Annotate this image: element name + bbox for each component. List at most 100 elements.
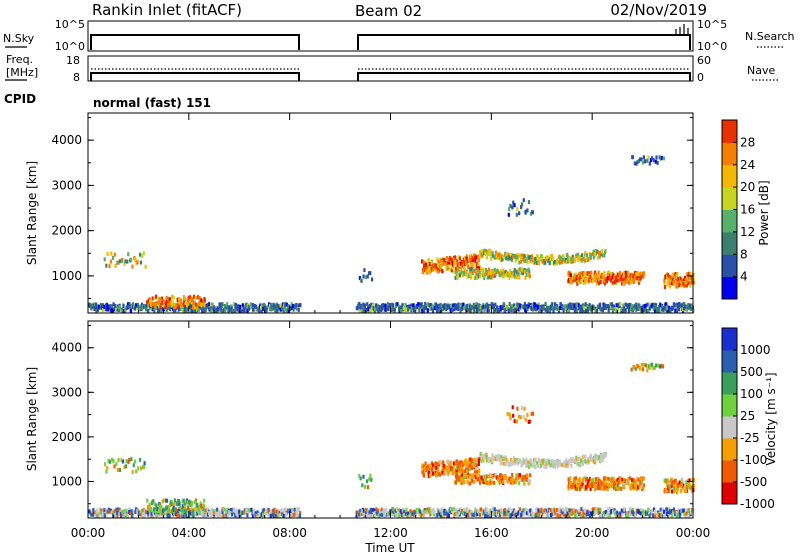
echo-cell	[520, 267, 523, 272]
echo-cell	[687, 480, 691, 485]
echo-cell	[654, 305, 657, 310]
echo-cell	[361, 309, 364, 314]
echo-cell	[487, 511, 490, 516]
echo-cell	[579, 308, 582, 313]
echo-cell	[631, 485, 634, 490]
echo-cell	[602, 455, 605, 460]
echo-cell	[429, 264, 432, 269]
echo-cell	[124, 259, 127, 264]
echo-cell	[591, 279, 594, 284]
echo-cell	[502, 255, 505, 260]
echo-cell	[603, 486, 606, 491]
echo-cell	[573, 484, 576, 489]
echo-cell	[93, 510, 97, 515]
echo-cell	[479, 451, 482, 456]
echo-cell	[626, 270, 629, 275]
echo-cell	[431, 304, 434, 309]
echo-cell	[464, 304, 467, 309]
echo-cell	[517, 302, 520, 307]
echo-cell	[641, 271, 644, 276]
echo-cell	[210, 302, 213, 307]
echo-cell	[511, 476, 514, 481]
echo-cell	[183, 508, 186, 513]
echo-cell	[466, 474, 470, 479]
echo-cell	[456, 513, 459, 518]
echo-cell	[268, 512, 271, 517]
echo-cell	[422, 469, 425, 474]
echo-cell	[160, 509, 163, 514]
echo-cell	[559, 301, 562, 306]
echo-cell	[487, 308, 490, 313]
echo-cell	[423, 263, 426, 268]
echo-cell	[505, 273, 508, 278]
echo-cell	[474, 470, 477, 475]
echo-cell	[143, 512, 147, 517]
echo-cell	[462, 511, 465, 516]
echo-cell	[116, 510, 119, 515]
echo-cell	[542, 459, 546, 464]
echo-cell	[682, 278, 685, 283]
echo-cell	[656, 512, 659, 517]
echo-cell	[246, 308, 249, 313]
echo-cell	[550, 513, 553, 518]
echo-cell	[602, 275, 605, 280]
nave-tick-top: 60	[697, 54, 711, 67]
echo-cell	[480, 456, 483, 461]
echo-cell	[377, 513, 380, 518]
echo-cell	[603, 270, 606, 275]
echo-cell	[418, 305, 421, 310]
echo-cell	[281, 307, 284, 312]
echo-cell	[617, 278, 620, 283]
echo-cell	[519, 303, 522, 308]
echo-cell	[436, 257, 439, 262]
echo-cell	[466, 308, 469, 313]
echo-cell	[188, 499, 191, 504]
echo-cell	[360, 512, 364, 517]
echo-cell	[210, 513, 213, 518]
echo-cell	[232, 309, 235, 314]
echo-cell	[119, 513, 123, 518]
echo-cell	[210, 309, 213, 314]
echo-cell	[222, 308, 226, 313]
echo-cell	[658, 309, 661, 314]
echo-cell	[518, 275, 521, 280]
echo-cell	[690, 488, 694, 493]
echo-cell	[627, 308, 631, 313]
echo-cell	[194, 295, 197, 300]
colorbar-segment	[722, 416, 737, 439]
echo-cell	[618, 485, 621, 490]
echo-cell	[425, 306, 428, 311]
echo-cell	[405, 507, 408, 512]
echo-cell	[555, 459, 558, 464]
echo-cell	[362, 512, 365, 517]
echo-cell	[533, 458, 536, 463]
echo-cell	[375, 507, 378, 512]
echo-cell	[601, 248, 604, 253]
echo-cell	[494, 457, 497, 462]
echo-cell	[387, 511, 390, 516]
echo-cell	[293, 507, 296, 512]
echo-cell	[536, 463, 540, 468]
echo-cell	[467, 469, 470, 474]
echo-cell	[517, 268, 520, 273]
echo-cell	[680, 303, 684, 308]
echo-cell	[161, 508, 165, 513]
echo-cell	[492, 304, 495, 309]
echo-cell	[443, 258, 446, 263]
echo-cell	[476, 307, 479, 312]
echo-cell	[205, 513, 208, 518]
echo-cell	[638, 366, 641, 371]
echo-cell	[642, 304, 645, 309]
echo-cell	[551, 256, 554, 261]
echo-cell	[144, 510, 148, 515]
echo-cell	[574, 484, 577, 489]
echo-cell	[455, 304, 458, 309]
echo-cell	[674, 510, 677, 515]
echo-cell	[196, 502, 199, 507]
echo-cell	[590, 478, 593, 483]
echo-cell	[559, 462, 563, 467]
echo-cell	[592, 509, 595, 514]
echo-cell	[560, 260, 564, 265]
echo-cell	[90, 512, 93, 517]
